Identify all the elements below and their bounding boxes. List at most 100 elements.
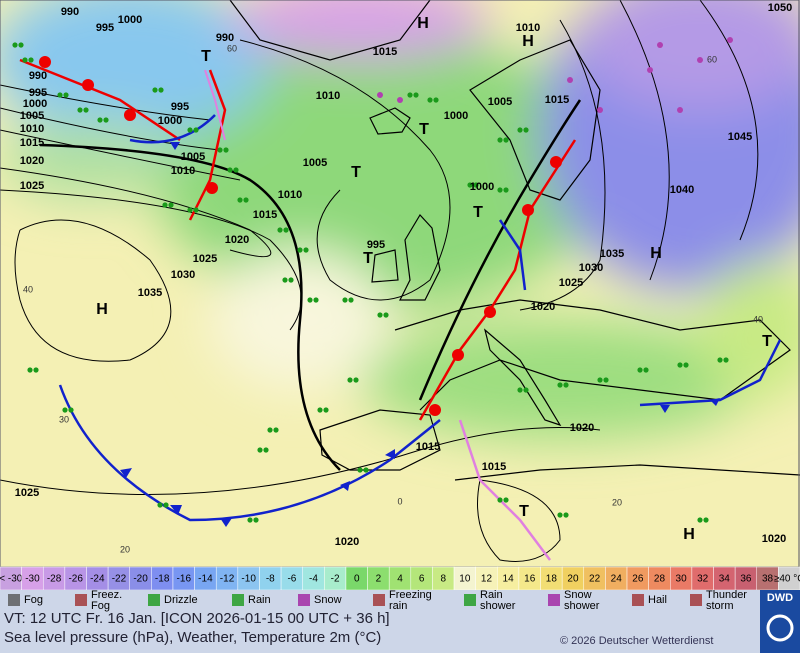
weather-symbols <box>12 37 733 523</box>
isobar-label: 1015 <box>416 441 440 453</box>
scale-label: 34 <box>719 574 731 585</box>
scale-label: 20 <box>567 574 579 585</box>
pressure-center: H <box>683 526 695 543</box>
isobar-label: 1020 <box>570 422 594 434</box>
rain-dot <box>723 357 729 363</box>
rain-dot <box>348 297 354 303</box>
isobar-label: 1015 <box>545 94 569 106</box>
temperature-label: 20 <box>612 497 622 507</box>
rain-dot <box>63 92 69 98</box>
rain-dot <box>83 107 89 113</box>
pressure-center: T <box>519 503 529 520</box>
map <box>0 0 800 567</box>
isobar-label: 1020 <box>335 536 359 548</box>
isobar-label: 1010 <box>278 189 302 201</box>
temperature-label: 40 <box>753 314 763 324</box>
isobar-label: 1015 <box>373 46 397 58</box>
rain-dot <box>697 517 703 523</box>
rain-dot <box>413 92 419 98</box>
rain-dot <box>277 227 283 233</box>
legend-icon <box>75 594 87 606</box>
isobar-label: 1015 <box>20 137 44 149</box>
snow-symbol <box>677 107 683 113</box>
pressure-center: T <box>473 204 483 221</box>
isobar-label: 1025 <box>15 487 39 499</box>
rain-dot <box>62 407 68 413</box>
scale-label: -26 <box>68 574 83 585</box>
rain-dot <box>193 127 199 133</box>
pressure-center: T <box>351 164 361 181</box>
isobar-label: 1000 <box>444 110 468 122</box>
isobar-label: 1045 <box>728 131 752 143</box>
rain-dot <box>503 497 509 503</box>
scale-label: -12 <box>220 574 235 585</box>
rain-dot <box>407 92 413 98</box>
snow-symbol <box>657 42 663 48</box>
rain-dot <box>247 517 253 523</box>
isobar-label: 1010 <box>516 22 540 34</box>
scale-label: 22 <box>589 574 601 585</box>
isobar-label: 1040 <box>670 184 694 196</box>
rain-dot <box>603 377 609 383</box>
scale-label: -16 <box>177 574 192 585</box>
isobar-label: 990 <box>29 70 47 82</box>
rain-dot <box>563 512 569 518</box>
temperature-label: 60 <box>227 43 237 53</box>
pressure-center: H <box>417 15 429 32</box>
isobars <box>0 0 759 562</box>
isobar-label: 1000 <box>158 115 182 127</box>
rain-dot <box>243 197 249 203</box>
isobar-label: 1035 <box>600 248 624 260</box>
rain-dot <box>497 497 503 503</box>
rain-dot <box>637 367 643 373</box>
rain-dot <box>557 382 563 388</box>
rain-dot <box>267 427 273 433</box>
legend-label: Fog <box>24 594 43 606</box>
temperature-label: 40 <box>23 284 33 294</box>
isobar-label: 1000 <box>23 98 47 110</box>
scale-label: 36 <box>740 574 752 585</box>
legend-label: shower <box>480 600 516 612</box>
snow-symbol <box>597 107 603 113</box>
rain-dot <box>473 182 479 188</box>
rain-dot <box>357 467 363 473</box>
pressure-center: H <box>650 245 662 262</box>
isobar-label: 1000 <box>118 14 142 26</box>
rain-dot <box>223 147 229 153</box>
rain-dot <box>77 107 83 113</box>
rain-dot <box>497 137 503 143</box>
snow-symbol <box>377 92 383 98</box>
legend-icon <box>373 594 385 606</box>
isobar-label: 1010 <box>171 165 195 177</box>
legend-label: Snow <box>564 589 592 601</box>
rain-dot <box>157 502 163 508</box>
rain-dot <box>433 97 439 103</box>
description: Sea level pressure (hPa), Weather, Tempe… <box>4 629 381 646</box>
rain-dot <box>187 127 193 133</box>
rain-dot <box>303 247 309 253</box>
rain-dot <box>187 207 193 213</box>
scale-label: -10 <box>241 574 256 585</box>
scale-label: -4 <box>309 574 318 585</box>
isobar-label: 1005 <box>181 151 205 163</box>
rain-dot <box>683 362 689 368</box>
legend-label: Rain <box>248 594 271 606</box>
copyright: © 2026 Deutscher Wetterdienst <box>560 635 713 647</box>
rain-dot <box>253 517 259 523</box>
rain-dot <box>523 387 529 393</box>
scale-label: -30 <box>25 574 40 585</box>
rain-dot <box>103 117 109 123</box>
legend-label: storm <box>706 600 734 612</box>
pressure-center: T <box>419 121 429 138</box>
legend-icon <box>548 594 560 606</box>
isobar-label: 1005 <box>303 157 327 169</box>
isobar-label: 1025 <box>559 277 583 289</box>
isobar-label: 1020 <box>762 533 786 545</box>
scale-label: 32 <box>697 574 709 585</box>
rain-dot <box>237 197 243 203</box>
isobar-label: 1030 <box>579 262 603 274</box>
rain-dot <box>377 312 383 318</box>
rain-dot <box>68 407 74 413</box>
dwd-logo-text: DWD <box>767 592 793 604</box>
